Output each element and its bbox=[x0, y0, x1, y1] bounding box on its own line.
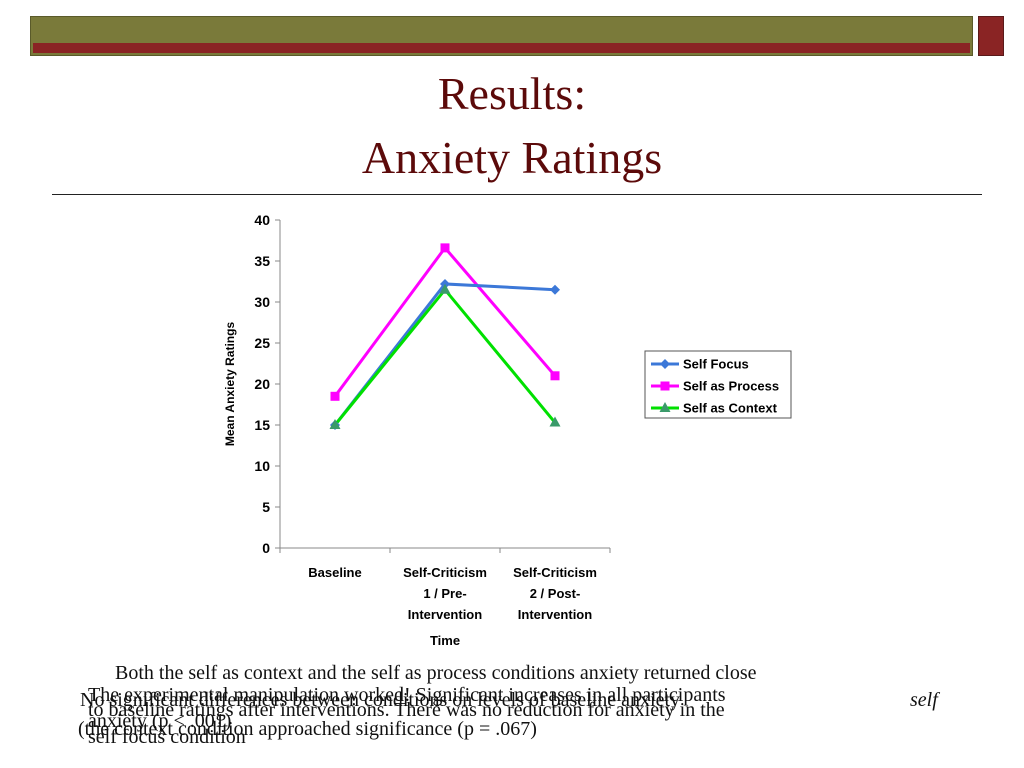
y-tick-label: 30 bbox=[254, 294, 270, 310]
legend-label: Self Focus bbox=[683, 357, 749, 372]
title-divider bbox=[52, 194, 982, 195]
slide-title-line2: Anxiety Ratings bbox=[361, 132, 663, 183]
y-ticks: 0 5 10 15 20 25 30 35 40 bbox=[254, 212, 280, 556]
caption-para1-line1: Both the self as context and the self as… bbox=[115, 662, 757, 684]
x-tick-label-line: Self-Criticism bbox=[513, 565, 597, 580]
y-axis-label: Mean Anxiety Ratings bbox=[223, 322, 237, 447]
series-line-self-focus bbox=[333, 282, 556, 426]
series-lines bbox=[329, 243, 561, 430]
data-point bbox=[549, 416, 561, 427]
caption-para1-line3: self focus condition bbox=[88, 726, 246, 748]
series-line-self-as-process bbox=[333, 245, 557, 398]
x-tick-label-line: 1 / Pre- bbox=[423, 586, 466, 601]
caption-para2-line2: anxiety (p < .001) bbox=[88, 710, 232, 732]
data-point bbox=[330, 391, 340, 401]
legend-label: Self as Process bbox=[683, 379, 779, 394]
data-point bbox=[440, 243, 450, 253]
x-tick-label-line: 2 / Post- bbox=[530, 586, 581, 601]
x-tick-label: Self-Criticism 1 / Pre- Intervention bbox=[403, 565, 487, 622]
data-point bbox=[550, 371, 560, 381]
y-tick-label: 15 bbox=[254, 417, 270, 433]
y-tick-label: 20 bbox=[254, 376, 270, 392]
legend-label: Self as Context bbox=[683, 401, 778, 416]
data-point bbox=[329, 419, 341, 429]
x-tick-label-line: Intervention bbox=[408, 607, 482, 622]
y-tick-label: 40 bbox=[254, 212, 270, 228]
data-point bbox=[439, 283, 451, 294]
x-tick-label-line: Self-Criticism bbox=[403, 565, 487, 580]
legend-swatch-marker bbox=[660, 381, 670, 391]
data-point bbox=[550, 284, 560, 295]
x-tick-label: Baseline bbox=[308, 565, 361, 580]
corner-square bbox=[978, 16, 1004, 56]
header-bar-stripe bbox=[33, 43, 970, 53]
caption-para3-word: self bbox=[910, 689, 938, 711]
caption-para3-line2: (the context condition approached signif… bbox=[78, 718, 537, 740]
caption-para3-line1: No significant differences between condi… bbox=[80, 689, 680, 711]
legend-swatch-marker bbox=[660, 359, 670, 369]
x-tick-label: Self-Criticism 2 / Post- Intervention bbox=[513, 565, 597, 622]
x-ticks: Baseline Self-Criticism 1 / Pre- Interventi… bbox=[279, 548, 611, 622]
legend-swatch-marker bbox=[659, 402, 671, 412]
line-chart: Mean Anxiety Ratings Time 0 5 10 15 20 25 30 35… bbox=[223, 212, 792, 648]
caption-para2-line1: The experimental manipulation worked! Si… bbox=[88, 684, 726, 706]
series-line-self-as-context bbox=[333, 287, 557, 426]
x-tick-label-line: Intervention bbox=[518, 607, 592, 622]
caption-para1-line2: to baseline ratings after interventions.… bbox=[88, 699, 725, 721]
y-tick-label: 10 bbox=[254, 458, 270, 474]
x-tick-label-line: Baseline bbox=[308, 565, 361, 580]
x-axis-label: Time bbox=[430, 633, 460, 648]
y-tick-label: 0 bbox=[262, 540, 270, 556]
slide-title-line1: Results: bbox=[437, 68, 587, 119]
y-tick-label: 35 bbox=[254, 253, 270, 269]
legend: Self Focus Self as Process Self as Context bbox=[644, 350, 792, 419]
y-tick-label: 5 bbox=[262, 499, 270, 515]
y-tick-label: 25 bbox=[254, 335, 270, 351]
header-bar bbox=[30, 16, 973, 56]
